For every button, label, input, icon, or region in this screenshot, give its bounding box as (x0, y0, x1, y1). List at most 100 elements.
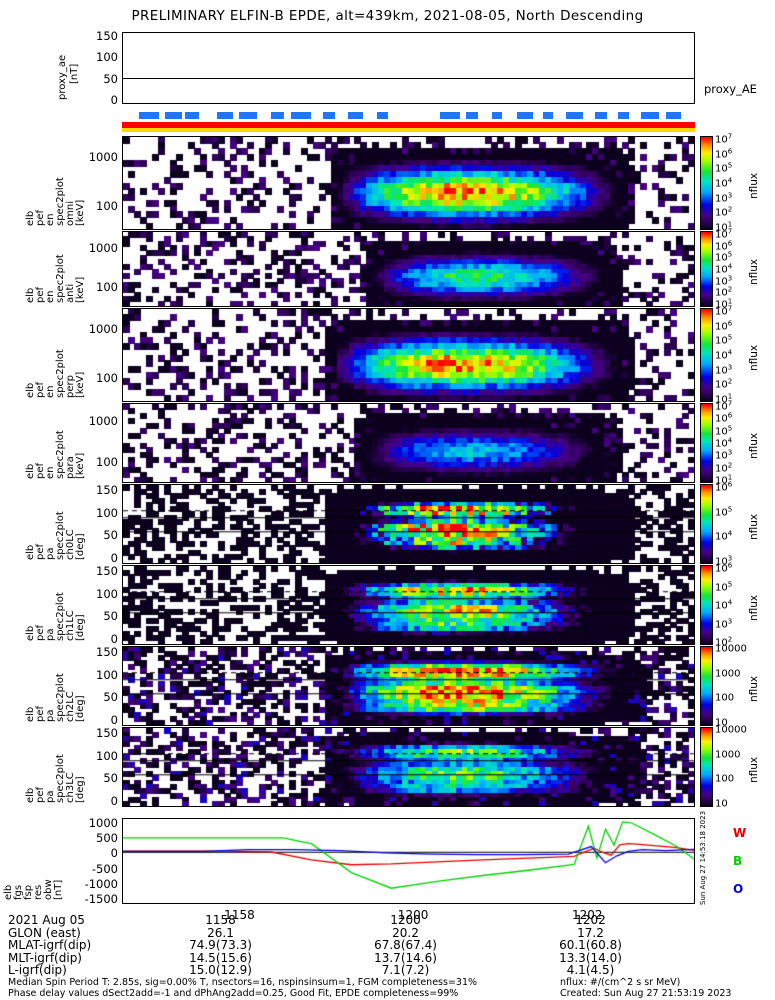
marker-dash (543, 112, 554, 119)
spectrogram-canvas-en-omni (123, 137, 694, 229)
colorbar-en-omni (700, 136, 713, 230)
marker-dash (164, 112, 183, 119)
colorbar-tick: 101 (715, 392, 733, 406)
colorbar-label-pa-ch2: nflux (748, 675, 760, 702)
time-tick: 1158 (224, 908, 255, 922)
colorbar-tick: 10000 (715, 724, 747, 736)
meta-value: 17.2 (577, 925, 604, 940)
time-tick: 1202 (571, 908, 603, 922)
colorbar-tick: 102 (715, 460, 733, 475)
y-tick: 100 (96, 198, 118, 213)
colorbar-tick: 102 (715, 205, 733, 219)
y-tick: 100 (96, 505, 118, 520)
colorbar-label-en-para: nflux (748, 432, 760, 459)
meta-value: 1158 (205, 913, 236, 927)
panel-pa-ch3 (122, 727, 695, 807)
colorbar-tick: 106 (715, 480, 733, 494)
y-tick: 100 (96, 667, 118, 682)
marker-dash (376, 112, 389, 119)
panel-en-omni (122, 136, 695, 230)
yticks-en-omni: 1000 100 (80, 136, 118, 230)
meta-label: MLAT-igrf(dip) (8, 938, 92, 953)
colorbar-tick: 105 (715, 504, 733, 519)
y-tick: 50 (103, 528, 118, 543)
y-tick: 50 (103, 690, 118, 705)
colorbar-tick: 101 (715, 473, 733, 487)
colorbar-tick: 107 (715, 399, 733, 413)
status-bar-yellow (122, 128, 695, 132)
panel-en-anti (122, 231, 695, 307)
colorbar-tick: 100 (715, 692, 735, 704)
legend-O: O (733, 882, 744, 896)
colorbar-tick: 103 (715, 554, 733, 568)
y-tick: 150 (96, 726, 118, 740)
colorbar-label-en-omni: nflux (748, 172, 760, 199)
y-tick: 1000 (88, 413, 118, 428)
proxy-ae-yticks: 150 100 50 0 (82, 29, 118, 107)
colorbar-tick: 104 (715, 348, 733, 362)
yticks-en-para: 1000 100 (80, 403, 118, 483)
marker-dash (465, 112, 479, 119)
y-tick: -1500 (84, 892, 118, 906)
meta-value: 14.5(15.6) (189, 950, 252, 965)
marker-dash (239, 112, 257, 119)
marker-dash (594, 112, 608, 119)
marker-dash (566, 112, 584, 119)
colorbar-canvas (701, 137, 712, 229)
colorbar-tick: 104 (715, 529, 733, 543)
y-tick: 1000 (88, 240, 118, 255)
meta-value: 15.0(12.9) (189, 963, 252, 978)
meta-label: 2021 Aug 05 (8, 913, 85, 927)
marker-dash (440, 112, 461, 119)
colorbar-tick: 102 (715, 635, 733, 649)
colorbar-tick: 10 (715, 717, 728, 729)
colorbar-canvas (701, 485, 712, 563)
proxy-ae-right-label: proxy_AE (704, 82, 757, 96)
proxy-ae-panel (122, 32, 695, 104)
table-row: GLON (east) 26.1 20.2 17.2 (8, 925, 683, 940)
marker-dash (617, 112, 630, 119)
meta-value: 74.9(73.3) (189, 938, 252, 953)
colorbar-canvas (701, 728, 712, 806)
y-tick: 50 (103, 71, 118, 86)
y-tick: 100 (96, 586, 118, 601)
colorbar-tick: 106 (715, 238, 733, 253)
colorbar-tick: 107 (715, 304, 733, 318)
colorbar-tick: 106 (715, 561, 733, 575)
yticks-pa-ch3: 150 100 50 0 (80, 726, 118, 808)
proxy-ae-ylabel: proxy_ae (57, 55, 68, 100)
meta-value: 1202 (575, 913, 606, 927)
marker-dash (348, 112, 363, 119)
meta-label: MLT-igrf(dip) (8, 950, 82, 965)
colorbar-tick: 105 (715, 423, 733, 438)
colorbar-tick: 10000 (715, 643, 747, 655)
colorbar-canvas (701, 309, 712, 401)
table-row: MLT-igrf(dip) 14.5(15.6) 13.7(14.6) 13.3(14… (8, 952, 683, 965)
meta-value: 7.1(7.2) (381, 963, 430, 978)
colorbar-tick: 105 (715, 250, 733, 264)
y-tick: 50 (103, 771, 118, 786)
marker-dash (270, 112, 284, 119)
colorbar-en-para (700, 403, 713, 483)
colorbar-tick: 10 (715, 798, 728, 810)
y-tick: 0 (110, 551, 118, 565)
y-tick: 1000 (88, 816, 118, 830)
colorbar-tick: 105 (715, 579, 733, 594)
y-tick: 50 (103, 609, 118, 624)
yticks-pa-ch1: 150 100 50 0 (80, 564, 118, 646)
marker-dash (666, 112, 681, 119)
y-tick: 1000 (88, 149, 118, 164)
y-tick: 150 (96, 29, 118, 43)
colorbar-tick: 102 (715, 377, 733, 391)
y-tick: 100 (96, 50, 118, 65)
colorbar-en-perp (700, 308, 713, 402)
status-bar-red (122, 122, 695, 128)
meta-value: 67.8(67.4) (374, 938, 437, 953)
y-tick: 150 (96, 645, 118, 659)
ephemeris-table: 2021 Aug 05 1158 1200 1202 GLON (east) 26.1 20… (8, 914, 683, 977)
colorbar-label-pa-ch0: nflux (748, 513, 760, 540)
colorbar-label-pa-ch3: nflux (748, 756, 760, 783)
marker-dash (640, 112, 659, 119)
y-tick: 100 (96, 370, 118, 385)
meta-value: 60.1(60.8) (559, 938, 622, 953)
